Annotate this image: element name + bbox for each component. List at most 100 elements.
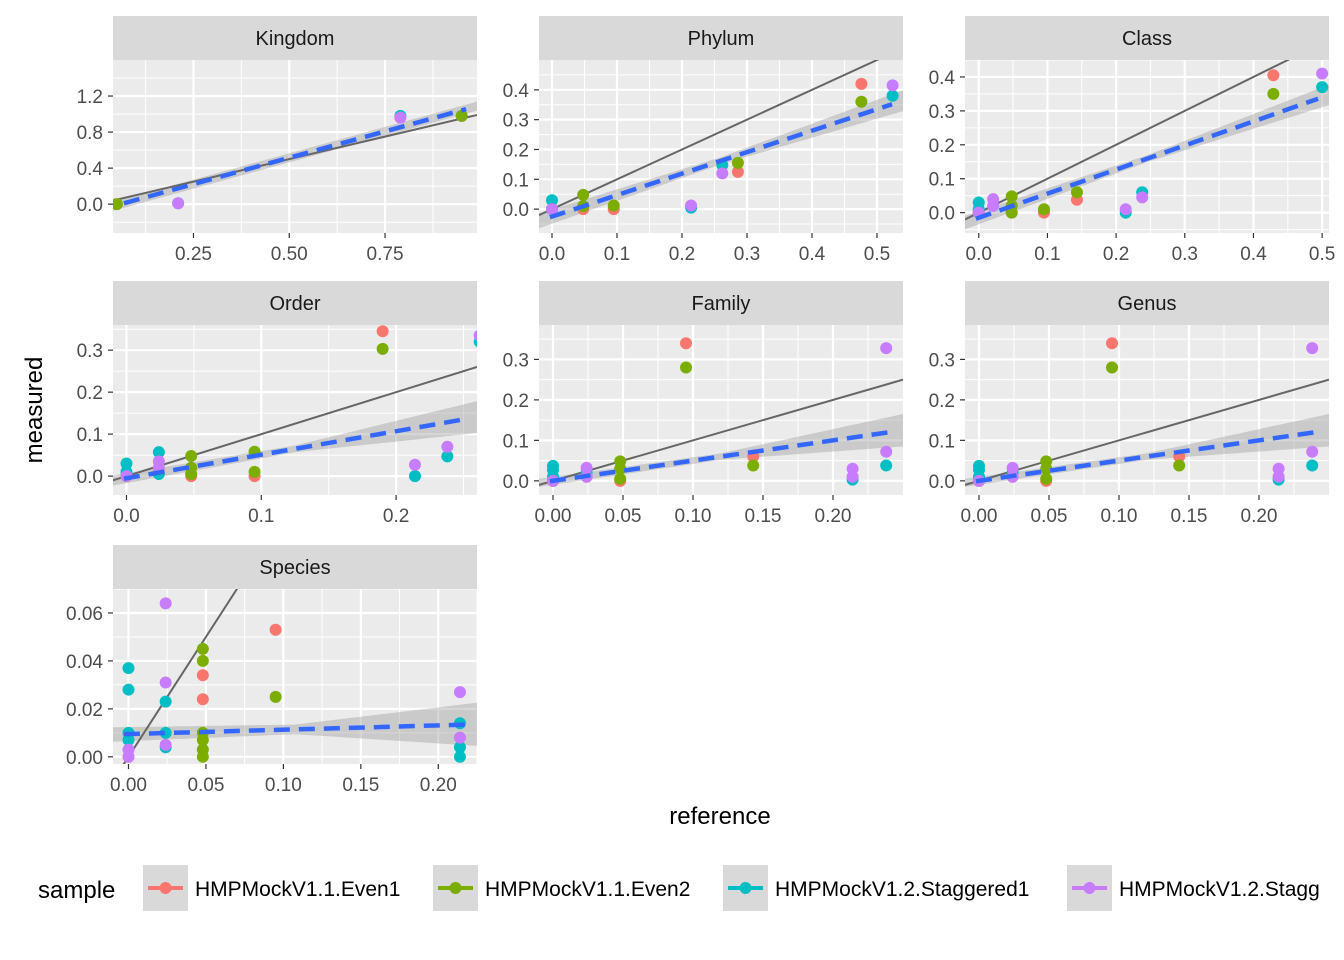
facet-strip [965,16,1329,60]
data-point [120,457,133,470]
data-point [1040,472,1053,485]
y-tick-label: 0.3 [929,102,955,123]
panel-family: Family 0.00 0.05 0.10 0.15 0.20 0.0 0.1 0.2 0.3 [503,281,903,527]
x-tick-label: 0.05 [187,775,224,796]
data-point [269,623,282,636]
x-tick-label: 0.5 [864,244,890,265]
data-point [1106,361,1118,374]
data-point [886,79,899,92]
data-point [1005,190,1018,203]
data-point [122,683,135,696]
x-tick-label: 0.2 [1103,244,1129,265]
x-tick-label: 0.20 [420,775,457,796]
y-tick-label: 0.4 [77,159,104,180]
x-tick-label: 0.3 [734,244,760,265]
y-tick-label: 0.1 [503,431,529,452]
data-point [1005,206,1018,219]
y-tick-label: 0.4 [503,81,530,102]
legend-key-point [449,882,462,894]
x-axis-label: reference [669,803,770,830]
gridlines [113,60,477,233]
data-point [394,111,407,124]
x-tick-label: 0.05 [1031,506,1068,527]
legend-entry: HMPMockV1.2.Staggered1 [723,865,1029,911]
legend-entry: HMPMockV1.2.Stagg [1067,865,1320,911]
legend: sample HMPMockV1.1.Even1 HMPMockV1.1.Even… [38,865,1320,911]
fit-line [123,416,467,481]
data-point [408,470,421,483]
x-tick-label: 0.10 [265,775,302,796]
data-point [1173,459,1186,472]
data-point [196,693,209,706]
fit-line [975,96,1319,221]
y-tick-label: 0.0 [929,472,955,493]
data-point [614,472,627,485]
x-tick-label: 0.15 [1171,506,1208,527]
data-point [196,750,209,763]
x-tick-label: 0.10 [675,506,712,527]
data-point [122,750,135,763]
data-point [1040,462,1053,475]
y-tick-label: 0.00 [66,748,103,769]
data-point [453,731,466,744]
data-point [159,676,172,689]
data-point [159,597,172,610]
data-point [880,445,893,458]
data-point [1119,203,1132,216]
facet-strip [113,545,477,589]
y-tick-label: 0.2 [503,140,529,161]
x-tick-label: 0.20 [1241,506,1278,527]
data-point [159,738,172,751]
facet-title: Family [692,293,751,315]
facet-strip [113,16,477,60]
facet-strip [539,16,903,60]
x-tick-label: 0.50 [271,244,308,265]
legend-label: HMPMockV1.2.Stagg [1119,878,1320,901]
legend-label: HMPMockV1.2.Staggered1 [775,878,1029,901]
series-points [196,642,282,763]
data-point [196,669,209,682]
data-point [453,750,466,763]
y-tick-label: 0.0 [503,200,529,221]
y-tick-label: 0.2 [929,136,955,157]
facet-strip [539,281,903,325]
data-point [1106,337,1118,350]
x-tick-label: 0.05 [605,506,642,527]
x-tick-label: 0.00 [110,775,147,796]
y-tick-label: 0.3 [503,350,529,371]
gridlines [965,325,1329,495]
x-tick-label: 0.1 [604,244,630,265]
x-tick-label: 0.2 [669,244,695,265]
data-point [441,440,454,453]
legend-label: HMPMockV1.1.Even1 [195,878,400,901]
panel-background [113,60,477,233]
data-point [731,165,744,178]
identity-line [965,60,1291,221]
x-tick-label: 0.0 [113,506,139,527]
fit-line [123,722,467,737]
x-tick-label: 0.25 [175,244,212,265]
x-tick-label: 0.5 [1309,244,1335,265]
data-point [122,662,135,675]
legend-key-point [1083,882,1096,894]
fit-line [975,429,1319,484]
y-tick-label: 0.2 [77,383,103,404]
data-point [1306,459,1319,472]
y-tick-label: 0.1 [929,170,955,191]
data-point [376,342,389,355]
x-tick-label: 0.4 [1240,244,1267,265]
y-tick-label: 0.2 [503,391,529,412]
identity-line [122,589,239,764]
data-point [1267,69,1280,82]
facet-title: Order [269,293,320,315]
y-tick-label: 0.1 [503,170,529,191]
x-tick-label: 0.4 [799,244,826,265]
data-point [441,450,454,463]
data-point [680,337,692,350]
data-point [185,449,198,462]
data-point [473,330,477,341]
panel-phylum: Phylum 0.0 0.1 0.2 0.3 0.4 0.5 0.0 0.1 0.2 0.3 0.4 [503,16,903,265]
x-tick-label: 0.2 [383,506,409,527]
y-tick-label: 0.1 [77,425,103,446]
facet-title: Phylum [688,28,755,50]
